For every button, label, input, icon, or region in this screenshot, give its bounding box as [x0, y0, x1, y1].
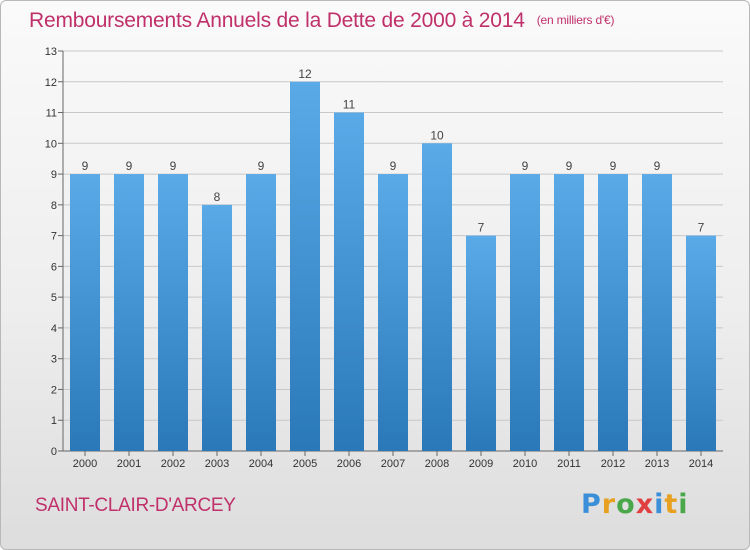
- logo-letter: P: [581, 489, 602, 520]
- logo-letter: o: [616, 489, 636, 520]
- bar-2000[interactable]: [70, 174, 100, 452]
- x-tick-label-2003: 2003: [205, 458, 229, 470]
- bar-2005[interactable]: [290, 81, 320, 452]
- bar-2009[interactable]: [466, 235, 496, 451]
- value-label-2007: 9: [390, 159, 397, 173]
- bar-2010[interactable]: [510, 174, 540, 452]
- x-tick-label-2004: 2004: [249, 458, 273, 470]
- bar-2003[interactable]: [202, 204, 232, 451]
- x-tick-label-2007: 2007: [381, 458, 405, 470]
- y-tick-label: 8: [51, 200, 57, 212]
- value-label-2004: 9: [258, 159, 265, 173]
- x-tick-label-2002: 2002: [161, 458, 185, 470]
- y-tick-label: 13: [45, 46, 57, 58]
- value-label-2006: 11: [343, 98, 356, 112]
- bar-2014[interactable]: [686, 235, 716, 451]
- y-tick-label: 2: [51, 384, 57, 396]
- y-tick-label: 3: [51, 354, 57, 366]
- x-tick-label-2009: 2009: [469, 458, 493, 470]
- y-tick-label: 12: [45, 77, 57, 89]
- value-label-2002: 9: [170, 159, 177, 173]
- value-label-2009: 7: [478, 221, 485, 235]
- y-tick-label: 7: [51, 231, 57, 243]
- y-tick-label: 11: [46, 108, 57, 120]
- y-tick-label: 6: [51, 261, 57, 273]
- bar-2004[interactable]: [246, 174, 276, 452]
- value-label-2014: 7: [698, 221, 705, 235]
- value-label-2005: 12: [298, 67, 312, 81]
- chart-subtitle: (en milliers d'€): [536, 13, 615, 27]
- proxiti-logo[interactable]: Proxiti: [581, 489, 689, 520]
- x-tick-label-2005: 2005: [293, 458, 317, 470]
- y-tick-label: 1: [51, 415, 57, 427]
- bar-2006[interactable]: [334, 112, 364, 452]
- chart-title: Remboursements Annuels de la Dette de 20…: [29, 9, 614, 33]
- commune-name: SAINT-CLAIR-D'ARCEY: [35, 495, 236, 516]
- value-label-2001: 9: [126, 159, 133, 173]
- bar-2001[interactable]: [114, 174, 144, 452]
- x-tick-label-2012: 2012: [601, 458, 625, 470]
- y-tick-label: 9: [51, 169, 57, 181]
- value-label-2010: 9: [522, 159, 529, 173]
- y-tick-label: 4: [51, 323, 57, 335]
- x-tick-label-2014: 2014: [689, 458, 713, 470]
- bar-2007[interactable]: [378, 174, 408, 452]
- value-label-2008: 10: [430, 128, 444, 142]
- bar-2013[interactable]: [642, 174, 672, 452]
- logo-letter: i: [678, 489, 689, 520]
- x-tick-label-2000: 2000: [73, 458, 97, 470]
- logo-letter: t: [664, 489, 679, 520]
- bar-2002[interactable]: [158, 174, 188, 452]
- x-tick-label-2001: 2001: [117, 458, 141, 470]
- bar-layer: [70, 81, 716, 452]
- y-tick-label: 0: [51, 446, 57, 458]
- bar-2008[interactable]: [422, 143, 452, 452]
- logo-letter: x: [635, 489, 655, 520]
- value-label-2003: 8: [214, 190, 221, 204]
- chart-title-text: Remboursements Annuels de la Dette de 20…: [29, 9, 525, 32]
- y-tick-label: 5: [51, 292, 57, 304]
- x-tick-label-2008: 2008: [425, 458, 449, 470]
- logo-letter: r: [601, 489, 617, 520]
- value-label-2011: 9: [566, 159, 573, 173]
- logo-letter: i: [654, 489, 665, 520]
- value-label-2012: 9: [610, 159, 617, 173]
- x-tick-label-2010: 2010: [513, 458, 537, 470]
- x-tick-label-2006: 2006: [337, 458, 361, 470]
- x-tick-label-2013: 2013: [645, 458, 669, 470]
- bar-2012[interactable]: [598, 174, 628, 452]
- value-label-2013: 9: [654, 159, 661, 173]
- x-tick-label-2011: 2011: [557, 458, 581, 470]
- value-label-2000: 9: [82, 159, 89, 173]
- bar-2011[interactable]: [554, 174, 584, 452]
- label-layer: 9 9 9 8 9 12 11 9 10 7 9 9 9 9 7: [82, 67, 705, 235]
- y-tick-label: 10: [45, 138, 57, 150]
